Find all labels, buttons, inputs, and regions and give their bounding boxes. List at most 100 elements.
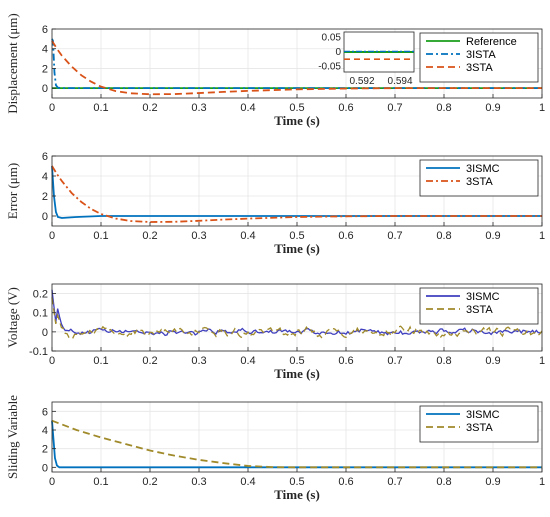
legend-label-3sta: 3STA — [466, 176, 493, 188]
x-tick-label: 0.5 — [289, 230, 304, 242]
y-tick-label: 4 — [42, 171, 48, 183]
x-tick-label: 0 — [49, 476, 55, 488]
y-tick-label: 0.1 — [33, 308, 48, 320]
inset-x-tick-label: 0.592 — [349, 76, 374, 87]
x-tick-label: 0.6 — [338, 102, 353, 114]
x-tick-label: 1 — [539, 476, 545, 488]
series-line-3sta — [51, 165, 542, 223]
x-axis-label: Time (s) — [274, 487, 320, 502]
y-tick-label: 2 — [42, 63, 48, 75]
legend-label-3sta: 3STA — [466, 304, 493, 316]
x-tick-label: 0.8 — [436, 355, 451, 367]
y-tick-label: 0.2 — [33, 289, 48, 301]
x-tick-label: 0.4 — [240, 355, 255, 367]
x-tick-label: 0.3 — [191, 476, 206, 488]
x-tick-label: 0 — [49, 355, 55, 367]
legend-label-reference: Reference — [466, 36, 517, 48]
legend-label-3ismc: 3ISMC — [466, 163, 500, 175]
x-axis-label: Time (s) — [274, 366, 320, 381]
x-tick-label: 0.1 — [93, 102, 108, 114]
x-tick-label: 0.7 — [387, 102, 402, 114]
y-axis-label: Sliding Variable — [5, 395, 20, 479]
legend-label-3sta: 3STA — [466, 422, 493, 434]
y-axis-label: Voltage (V) — [5, 287, 20, 348]
x-tick-label: 0.8 — [436, 102, 451, 114]
legend-label-3sta: 3STA — [466, 62, 493, 74]
inset-x-tick-label: 0.594 — [387, 76, 412, 87]
series-line-3ismc — [51, 289, 543, 337]
y-tick-label: 0 — [42, 327, 48, 339]
legend-box — [419, 287, 539, 325]
panel-4: 0 0.1 0.2 0.3 0.4 0.5 0.6 0.7 0.8 0.9 1 0 2 4 6 Time (s… — [5, 395, 545, 502]
series-line-3sta — [51, 419, 542, 469]
x-tick-label: 0.5 — [289, 476, 304, 488]
y-tick-label: 0 — [42, 83, 48, 95]
y-tick-label: 2 — [42, 191, 48, 203]
x-tick-label: 0.2 — [142, 355, 157, 367]
x-tick-label: 0.3 — [191, 355, 206, 367]
y-tick-label: 4 — [42, 44, 48, 56]
x-tick-label: 0.1 — [93, 355, 108, 367]
x-axis-label: Time (s) — [274, 241, 320, 256]
legend-label-3ismc: 3ISMC — [466, 291, 500, 303]
x-tick-label: 0.9 — [485, 355, 500, 367]
x-tick-label: 0.6 — [338, 230, 353, 242]
y-axis-label: Displacement (μm) — [5, 13, 20, 113]
panel-1: 0 0.1 0.2 0.3 0.4 0.5 0.6 0.7 0.8 0.9 1 0 2 4 6 Time (s… — [5, 13, 545, 128]
x-tick-label: 0.6 — [338, 476, 353, 488]
inset-plot: 0.05 0 -0.05 0.592 0.594 — [318, 31, 415, 87]
series-line-3ismc — [51, 165, 542, 219]
x-tick-label: 0.8 — [436, 476, 451, 488]
x-tick-label: 0.6 — [338, 355, 353, 367]
y-tick-label: 2 — [42, 444, 48, 456]
y-axis-label: Error (μm) — [5, 163, 20, 219]
x-tick-label: 0.1 — [93, 476, 108, 488]
x-tick-label: 0.7 — [387, 230, 402, 242]
x-tick-label: 0.4 — [240, 102, 255, 114]
x-tick-label: 0.2 — [142, 230, 157, 242]
y-tick-label: -0.1 — [29, 346, 48, 358]
x-tick-label: 0.3 — [191, 102, 206, 114]
x-tick-label: 1 — [539, 230, 545, 242]
x-tick-label: 0.4 — [240, 230, 255, 242]
y-tick-label: 0 — [42, 462, 48, 474]
panel-3: 0 0.1 0.2 0.3 0.4 0.5 0.6 0.7 0.8 0.9 1-0.100.10.2… — [5, 283, 545, 381]
x-tick-label: 0.9 — [485, 230, 500, 242]
x-tick-label: 0.3 — [191, 230, 206, 242]
legend-label-3ista: 3ISTA — [466, 49, 496, 61]
y-tick-label: 6 — [42, 151, 48, 163]
inset-y-tick-label: -0.05 — [318, 61, 341, 72]
x-tick-label: 1 — [539, 102, 545, 114]
series-line-3sta — [51, 297, 543, 340]
x-tick-label: 0 — [49, 102, 55, 114]
legend-label-3ismc: 3ISMC — [466, 409, 500, 421]
x-tick-label: 0.2 — [142, 102, 157, 114]
x-tick-label: 0 — [49, 230, 55, 242]
x-axis-label: Time (s) — [274, 113, 320, 128]
x-tick-label: 0.2 — [142, 476, 157, 488]
x-tick-label: 0.7 — [387, 355, 402, 367]
inset-y-tick-label: 0 — [335, 47, 341, 58]
y-tick-label: 6 — [42, 406, 48, 418]
series-line-3ismc — [51, 420, 542, 469]
y-tick-label: 4 — [42, 425, 48, 437]
legend-box — [419, 159, 539, 197]
y-tick-label: 0 — [42, 211, 48, 223]
x-tick-label: 0.9 — [485, 476, 500, 488]
x-tick-label: 0.8 — [436, 230, 451, 242]
x-tick-label: 0.5 — [289, 355, 304, 367]
panel-2: 0 0.1 0.2 0.3 0.4 0.5 0.6 0.7 0.8 0.9 1 0 2 4 6 Time (s… — [5, 151, 545, 256]
x-tick-label: 1 — [539, 355, 545, 367]
y-tick-label: 6 — [42, 24, 48, 36]
x-tick-label: 0.9 — [485, 102, 500, 114]
x-tick-label: 0.4 — [240, 476, 255, 488]
x-tick-label: 0.1 — [93, 230, 108, 242]
legend-box — [419, 405, 539, 443]
inset-y-tick-label: 0.05 — [322, 33, 342, 44]
x-tick-label: 0.7 — [387, 476, 402, 488]
